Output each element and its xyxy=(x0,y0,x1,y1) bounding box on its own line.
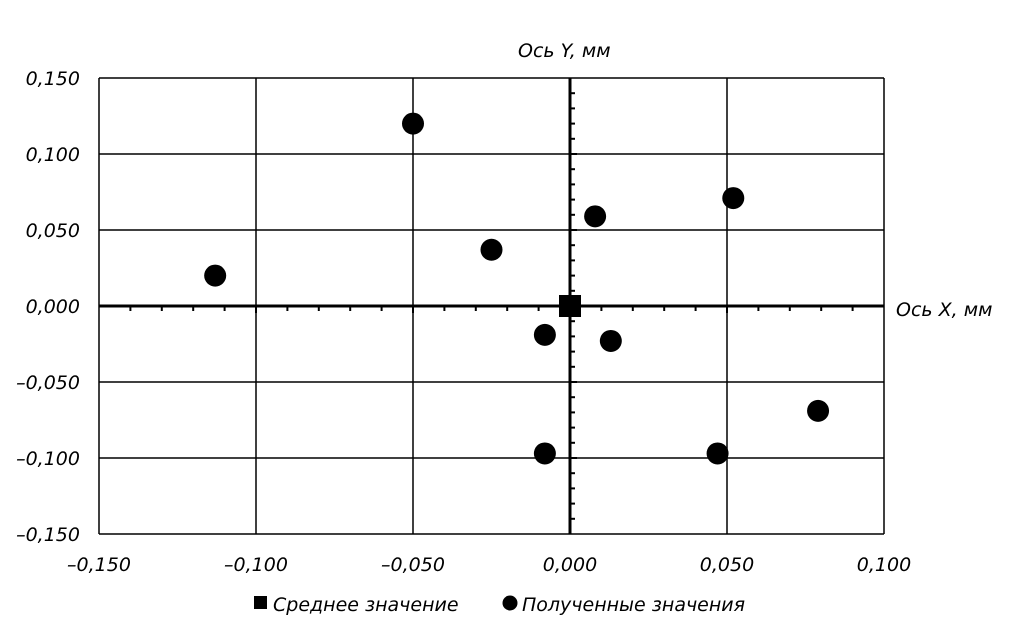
y-tick-label: 0,050 xyxy=(26,220,80,242)
obtained-point xyxy=(480,238,503,261)
legend: Среднее значение Полученные значения xyxy=(254,594,745,616)
tick-labels: –0,150 –0,100 –0,050 0,000 0,050 0,100 –0,150 –… xyxy=(16,68,911,576)
x-tick-label: 0,100 xyxy=(857,554,911,576)
x-tick-label: –0,050 xyxy=(381,554,445,576)
obtained-point xyxy=(706,442,729,465)
legend-label-obtained: Полученные значения xyxy=(522,594,745,616)
mean-point xyxy=(559,295,581,317)
x-axis-title: Ось X, мм xyxy=(896,299,992,321)
obtained-point xyxy=(807,399,830,422)
data-points xyxy=(204,112,830,465)
x-tick-label: –0,150 xyxy=(67,554,131,576)
y-tick-label: 0,150 xyxy=(26,68,80,90)
legend-label-mean: Среднее значение xyxy=(273,594,459,616)
obtained-point xyxy=(599,329,622,352)
y-tick-label: –0,100 xyxy=(16,448,80,470)
y-axis-title: Ось Y, мм xyxy=(518,40,611,62)
obtained-point xyxy=(402,112,424,135)
x-tick-label: 0,000 xyxy=(543,554,597,576)
obtained-point xyxy=(533,323,556,346)
axes xyxy=(99,78,884,534)
obtained-point xyxy=(584,205,607,228)
x-tick-label: –0,100 xyxy=(224,554,288,576)
axis-ticks xyxy=(129,92,854,520)
obtained-point xyxy=(204,264,227,287)
obtained-point xyxy=(722,187,745,210)
legend-square-marker xyxy=(254,596,267,609)
legend-circle-marker xyxy=(502,595,518,611)
obtained-point xyxy=(533,442,556,465)
y-tick-label: 0,100 xyxy=(26,144,80,166)
y-tick-label: –0,150 xyxy=(16,524,80,546)
y-tick-label: –0,050 xyxy=(16,372,80,394)
x-tick-label: 0,050 xyxy=(700,554,754,576)
y-tick-label: 0,000 xyxy=(26,296,80,318)
